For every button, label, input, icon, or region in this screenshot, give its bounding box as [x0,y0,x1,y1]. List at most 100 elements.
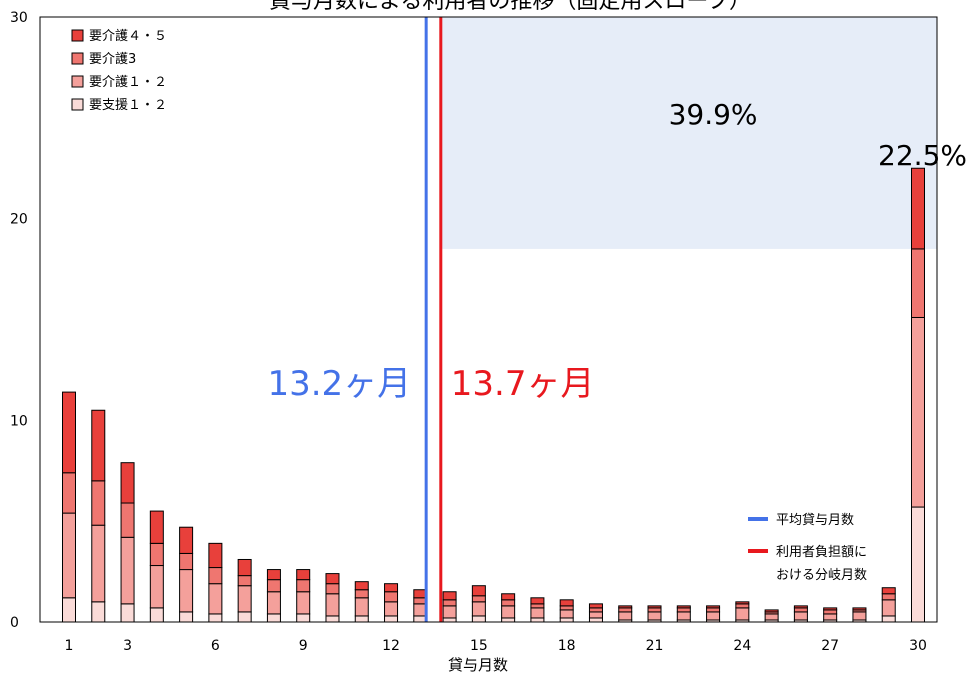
bar-segment [208,542,223,569]
reference-line-label: 13.2ヶ月 [267,364,411,404]
shaded-region [440,17,937,249]
bar-segment [501,593,516,601]
bar-segment [208,613,223,623]
bar-segment [735,603,750,609]
bar-segment [208,583,223,615]
bar-segment [764,609,779,613]
bar-segment [296,591,311,615]
bar-segment [179,526,194,554]
bar-segment [647,605,662,609]
y-tick-label: 10 [10,413,28,429]
bar-segment [266,579,281,593]
bar-segment [384,615,399,623]
bar-segment [471,601,486,617]
bar-segment [325,583,340,595]
bar-segment [149,607,164,623]
bar-segment [91,524,106,603]
x-tick-label: 3 [123,638,132,654]
x-tick-label: 15 [470,638,488,654]
x-tick-label: 12 [382,638,400,654]
bar-segment [911,506,925,623]
bar-segment [354,589,369,599]
bar-segment [179,569,194,613]
x-tick-label: 24 [733,638,751,654]
bar-segment [793,611,808,621]
bar-segment [120,462,135,504]
bar-segment [852,611,867,621]
bar-segment [618,605,633,609]
bar-segment [354,615,369,623]
x-tick-label: 27 [821,638,839,654]
bar-segment [735,601,750,605]
bar-segment [237,611,252,623]
bar-segment [764,613,779,621]
bar-segment [384,583,399,593]
bar-segment [647,611,662,621]
bar-segment [559,609,574,619]
bar-segment [62,391,76,474]
bar-segment [237,558,252,577]
legend-label: おける分岐月数 [776,568,867,583]
plot-border [39,16,938,623]
bar-segment [881,599,896,617]
y-tick-label: 30 [10,10,28,26]
legend-swatch [71,75,84,88]
bar-segment [618,611,633,621]
bar-segment [823,613,838,621]
bar-segment [325,573,340,585]
bar-segment [208,567,223,585]
bar-segment [442,591,457,601]
legend-label: 要介護１・２ [89,74,167,90]
bar-segment [325,593,340,617]
bar-segment [530,607,545,619]
x-tick-label: 1 [65,638,74,654]
x-tick-label: 30 [909,638,927,654]
bar-segment [588,617,603,623]
legend-label: 要介護４・５ [89,28,167,44]
bar-segment [149,510,164,544]
bar-segment [501,605,516,619]
bar-segment [530,597,545,605]
bar-segment [793,607,808,613]
bar-segment [530,617,545,623]
bar-segment [442,599,457,607]
legend-label: 要介護3 [89,51,136,67]
bar-segment [618,607,633,613]
y-tick-label: 20 [10,212,28,228]
bar-segment [588,611,603,619]
bar-segment [676,605,691,609]
bar-segment [237,575,252,587]
bar-segment [266,569,281,581]
bar-segment [296,613,311,623]
bar-segment [149,542,164,567]
bar-segment [91,480,106,526]
y-tick-label: 0 [10,615,19,631]
bar-segment [149,565,164,609]
bar-segment [588,603,603,609]
bar-segment [354,581,369,591]
bar-segment [179,611,194,623]
bar-segment [179,552,194,571]
bar-segment [881,615,896,623]
bar-segment [881,587,896,595]
bar-segment [120,536,135,605]
legend-label: 平均貸与月数 [776,512,854,528]
bar-segment [793,605,808,609]
bar-segment [706,605,721,609]
legend-swatch [71,29,84,42]
bar-segment [911,167,925,250]
bar-segment [442,605,457,619]
x-tick-label: 6 [211,638,220,654]
bar-segment [559,617,574,623]
bar-segment [296,569,311,581]
bar-segment [852,607,867,611]
bar-segment [442,617,457,623]
bar-segment [823,609,838,615]
bar-segment [501,617,516,623]
bar-segment [384,591,399,603]
x-tick-label: 9 [299,638,308,654]
bar-segment [647,607,662,613]
legend-swatch [71,98,84,111]
bar-segment [62,512,76,599]
